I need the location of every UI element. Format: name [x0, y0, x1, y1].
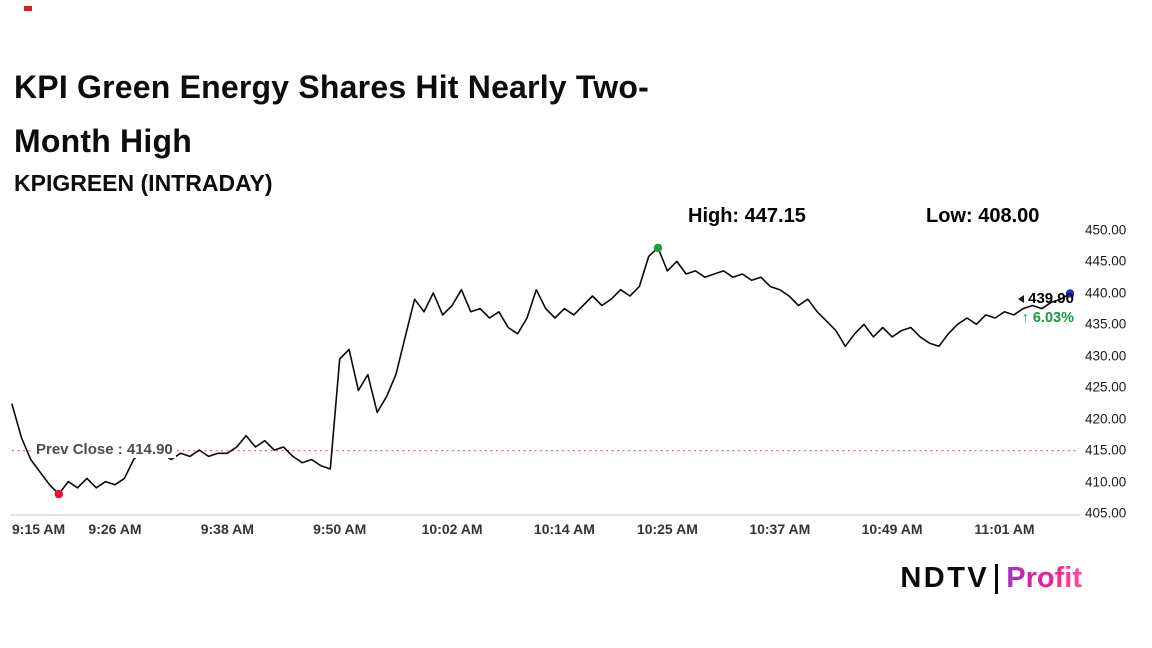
y-axis-label: 440.00 — [1085, 285, 1127, 301]
y-axis-label: 435.00 — [1085, 316, 1127, 332]
y-axis-label: 425.00 — [1085, 379, 1127, 395]
price-pointer-icon — [1018, 294, 1025, 303]
profit-logo: Profit — [1006, 562, 1082, 594]
x-axis-label: 10:37 AM — [749, 521, 811, 537]
x-axis-label: 11:01 AM — [974, 521, 1035, 537]
high-value: High: 447.15 — [688, 205, 806, 227]
last-price-tag: 439.90 — [1018, 290, 1074, 307]
title-line2: Month High — [14, 123, 192, 159]
chart-markers — [54, 243, 1075, 499]
price-change: ↑ 6.03% — [1021, 310, 1074, 326]
prev-close-label: Prev Close : 414.90 — [33, 441, 176, 458]
x-axis-label: 10:14 AM — [533, 521, 595, 537]
title-line1: KPI Green Energy Shares Hit Nearly Two- — [14, 69, 649, 105]
x-axis-label: 10:49 AM — [861, 521, 923, 537]
x-axis-label: 9:38 AM — [200, 521, 254, 537]
x-axis-label: 10:02 AM — [421, 521, 483, 537]
chart-subtitle: KPIGREEN (INTRADAY) — [14, 170, 273, 196]
last-price-value: 439.90 — [1028, 290, 1074, 307]
page-title: KPI Green Energy Shares Hit Nearly Two- … — [14, 60, 649, 168]
brand-logo: NDTV Profit — [900, 562, 1082, 595]
x-axis-label: 9:26 AM — [88, 521, 142, 537]
low-value: Low: 408.00 — [926, 205, 1040, 227]
y-axis-label: 415.00 — [1085, 442, 1127, 458]
y-axis-label: 420.00 — [1085, 411, 1127, 427]
y-axis-label: 450.00 — [1085, 222, 1127, 238]
y-axis-label: 445.00 — [1085, 253, 1127, 269]
high-marker — [653, 243, 663, 253]
logo-divider — [995, 563, 999, 594]
y-axis-label: 410.00 — [1085, 474, 1127, 490]
y-axis-label: 405.00 — [1085, 505, 1127, 521]
x-axis-label: 9:50 AM — [313, 521, 367, 537]
red-mark — [24, 6, 32, 11]
ndtv-logo: NDTV — [900, 562, 990, 594]
x-axis-label: 9:15 AM — [12, 521, 66, 537]
low-marker — [54, 489, 63, 499]
x-axis-label: 10:25 AM — [636, 521, 698, 537]
y-axis-label: 430.00 — [1085, 348, 1127, 364]
